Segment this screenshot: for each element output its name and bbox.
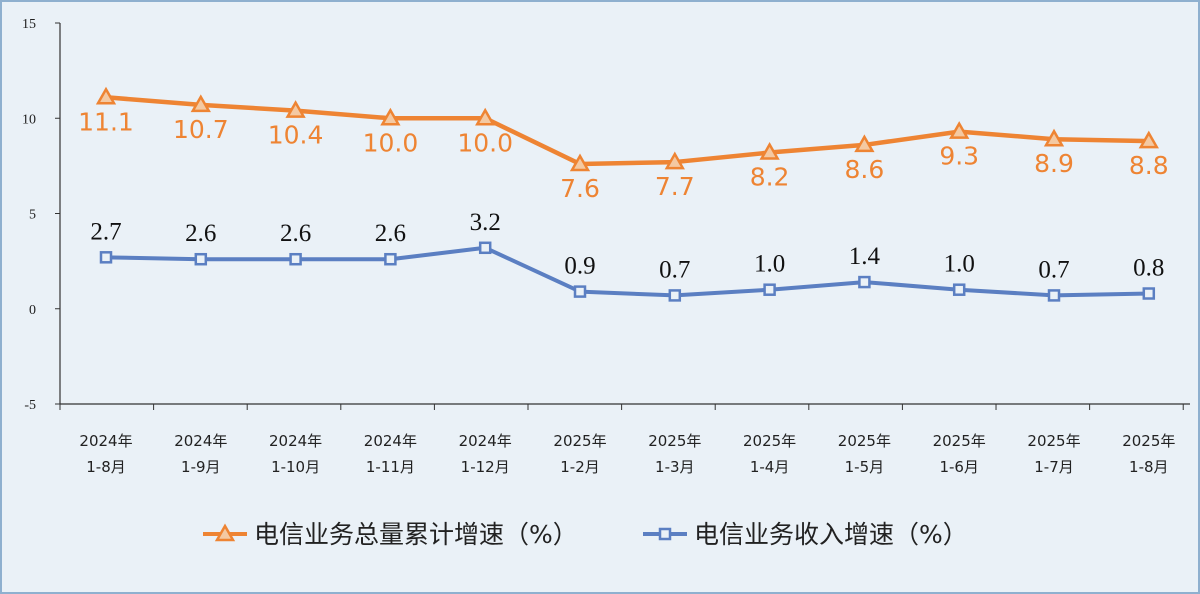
legend-triangle-icon	[214, 523, 236, 542]
data-label-revenue: 3.2	[470, 209, 501, 236]
data-label-total-volume: 10.7	[173, 115, 229, 144]
data-label-total-volume: 8.8	[1129, 151, 1169, 180]
x-tick-label-year: 2024年	[459, 432, 512, 450]
legend-square-icon	[658, 527, 672, 541]
x-tick-label-period: 1-12月	[461, 458, 510, 476]
x-tick-label-period: 1-7月	[1034, 458, 1074, 476]
x-tick-label-period: 1-2月	[560, 458, 600, 476]
x-tick-label-year: 2025年	[1027, 432, 1080, 450]
data-label-total-volume: 7.6	[560, 174, 600, 203]
triangle-marker	[380, 107, 401, 126]
triangle-marker	[190, 94, 211, 113]
data-label-revenue: 2.7	[90, 218, 121, 245]
x-tick-label-year: 2024年	[269, 432, 322, 450]
square-marker	[1142, 287, 1156, 300]
triangle-marker	[569, 153, 591, 172]
triangle-marker	[1138, 130, 1159, 149]
x-tick-label-year: 2025年	[648, 432, 701, 450]
x-tick-label-year: 2025年	[553, 432, 606, 450]
data-label-revenue: 2.6	[375, 220, 406, 247]
data-label-revenue: 2.6	[280, 220, 311, 247]
triangle-marker	[95, 86, 117, 105]
triangle-marker	[285, 100, 306, 118]
data-label-revenue: 1.4	[849, 243, 881, 270]
y-tick-label: -5	[24, 398, 36, 413]
data-label-revenue: 0.7	[659, 256, 690, 283]
triangle-marker	[759, 142, 780, 160]
triangle-marker	[664, 151, 685, 170]
series-line-total-volume	[105, 95, 1149, 167]
square-marker	[478, 241, 492, 255]
x-tick-label-year: 2025年	[743, 432, 796, 450]
legend-label-revenue: 电信业务收入增速（%）	[694, 520, 968, 549]
x-tick-label-period: 1-10月	[271, 458, 320, 476]
data-label-revenue: 0.8	[1133, 255, 1164, 282]
x-tick-label-period: 1-4月	[750, 458, 790, 476]
x-tick-label-period: 1-5月	[845, 458, 885, 476]
y-tick-label: 15	[22, 17, 36, 32]
x-tick-label-year: 2025年	[933, 432, 986, 450]
data-label-total-volume: 10.0	[363, 128, 419, 157]
triangle-marker	[854, 134, 875, 153]
series-line-revenue	[105, 245, 1149, 298]
triangle-marker	[1043, 128, 1065, 147]
triangle-marker	[949, 121, 970, 139]
y-tick-label: 10	[22, 112, 36, 127]
square-marker	[289, 252, 302, 266]
data-label-total-volume: 8.6	[845, 155, 885, 184]
data-label-revenue: 0.7	[1038, 256, 1069, 283]
x-tick-label-period: 1-9月	[181, 458, 221, 476]
data-label-revenue: 1.0	[944, 251, 975, 278]
triangle-marker	[475, 107, 496, 126]
x-tick-label-period: 1-3月	[655, 458, 695, 476]
data-label-revenue: 0.9	[564, 253, 595, 280]
x-tick-label-year: 2025年	[838, 432, 891, 450]
x-tick-label-period: 1-6月	[939, 458, 979, 476]
data-label-total-volume: 10.0	[457, 128, 513, 157]
square-marker	[384, 252, 397, 266]
data-label-total-volume: 8.2	[750, 163, 790, 192]
x-tick-label-year: 2024年	[364, 432, 417, 450]
data-label-total-volume: 11.1	[78, 107, 134, 136]
x-tick-label-period: 1-11月	[366, 458, 415, 476]
y-tick-label: 0	[29, 303, 36, 318]
x-tick-label-period: 1-8月	[86, 458, 126, 476]
square-marker	[763, 283, 776, 296]
x-tick-label-year: 2024年	[79, 432, 132, 450]
data-label-total-volume: 7.7	[655, 172, 695, 201]
x-tick-label-year: 2025年	[1122, 432, 1175, 450]
legend-label-total-volume: 电信业务总量累计增速（%）	[254, 520, 578, 549]
data-label-total-volume: 9.3	[939, 142, 979, 171]
data-label-revenue: 2.6	[185, 220, 216, 247]
square-marker	[858, 275, 871, 289]
square-marker	[952, 283, 966, 296]
data-label-total-volume: 10.4	[268, 121, 324, 150]
data-label-revenue: 1.0	[754, 251, 785, 278]
square-marker	[194, 252, 208, 266]
square-marker	[99, 251, 113, 264]
square-marker	[1047, 289, 1061, 302]
square-marker	[668, 289, 682, 302]
data-label-total-volume: 8.9	[1034, 149, 1074, 178]
x-tick-label-year: 2024年	[174, 432, 227, 450]
x-tick-label-period: 1-8月	[1129, 458, 1169, 476]
square-marker	[573, 285, 587, 298]
y-tick-label: 5	[29, 208, 36, 223]
